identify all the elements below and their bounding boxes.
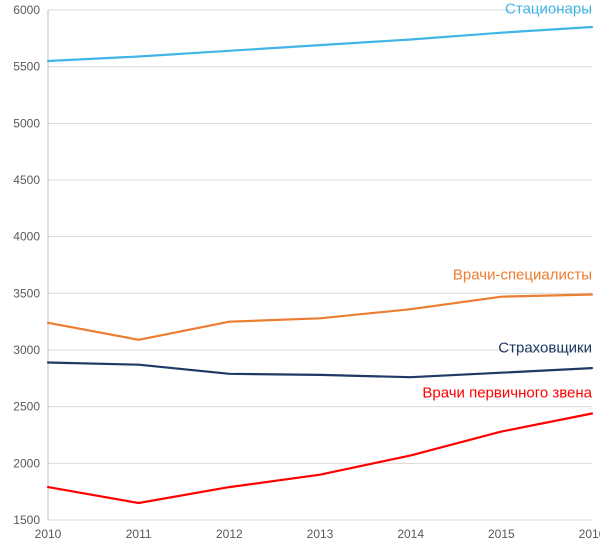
y-tick-label: 5000 — [13, 116, 40, 130]
y-tick-label: 2000 — [13, 456, 40, 470]
series-label-stationary: Стационары — [505, 0, 592, 17]
y-tick-label: 3500 — [13, 286, 40, 300]
series-label-specialists: Врачи-специалисты — [453, 267, 592, 284]
y-tick-label: 6000 — [13, 3, 40, 17]
y-tick-label: 5500 — [13, 60, 40, 74]
series-label-primary: Врачи первичного звена — [422, 385, 592, 402]
x-tick-label: 2014 — [397, 527, 424, 541]
line-chart: 1500 2000 2500 3000 3500 4000 4500 5000 5500 6000… — [0, 0, 600, 548]
y-tick-label: 2500 — [13, 400, 40, 414]
x-tick-label: 2010 — [35, 527, 62, 541]
chart-svg: 1500 2000 2500 3000 3500 4000 4500 5000 5500 6000… — [0, 0, 600, 548]
x-tick-label: 2015 — [488, 527, 515, 541]
y-tick-label: 1500 — [13, 513, 40, 527]
x-tick-label: 2016 — [579, 527, 600, 541]
y-tick-label: 4000 — [13, 230, 40, 244]
series-label-insurers: Страховщики — [498, 339, 592, 356]
x-tick-label: 2012 — [216, 527, 243, 541]
x-tick-label: 2011 — [126, 527, 152, 541]
y-tick-label: 4500 — [13, 173, 40, 187]
x-tick-label: 2013 — [307, 527, 334, 541]
y-tick-label: 3000 — [13, 343, 40, 357]
